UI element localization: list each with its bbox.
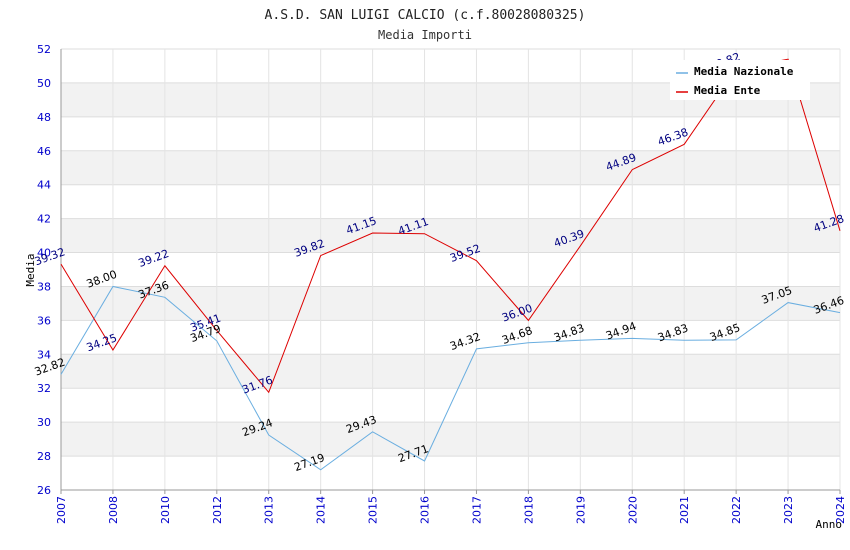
band-38 [61, 252, 840, 287]
x-tick-2013: 2013 [263, 496, 276, 524]
x-tick-2021: 2021 [678, 496, 691, 524]
y-tick-36: 36 [37, 314, 51, 327]
band-46 [61, 116, 840, 151]
band-26 [61, 456, 840, 490]
y-tick-labels: 26 28 30 32 34 36 38 40 42 44 46 48 50 52 [37, 43, 51, 497]
legend-box [670, 60, 810, 100]
chart-title: A.S.D. SAN LUIGI CALCIO (c.f.80028080325… [265, 8, 586, 23]
x-tick-2008: 2008 [107, 496, 120, 524]
legend: Media Nazionale Media Ente [670, 60, 810, 100]
y-tick-38: 38 [37, 280, 51, 293]
x-tick-2014: 2014 [315, 496, 328, 524]
band-28 [61, 422, 840, 457]
y-tick-50: 50 [37, 77, 51, 90]
axes [60, 49, 841, 494]
x-tick-2010: 2010 [159, 496, 172, 524]
y-tick-44: 44 [37, 179, 51, 192]
y-tick-26: 26 [37, 484, 51, 497]
y-tick-42: 42 [37, 213, 51, 226]
series-lines [60, 58, 841, 471]
background-bands [61, 49, 840, 490]
band-42 [61, 184, 840, 219]
y-tick-46: 46 [37, 145, 51, 158]
band-44 [61, 150, 840, 185]
x-tick-2012: 2012 [211, 496, 224, 524]
gridlines [60, 48, 841, 491]
x-tick-2017: 2017 [470, 496, 483, 524]
chart-subtitle: Media Importi [378, 28, 472, 42]
band-32 [61, 354, 840, 389]
x-tick-2015: 2015 [367, 496, 380, 524]
x-tick-2019: 2019 [574, 496, 587, 524]
x-tick-labels: 2007 2008 2010 2012 2013 2014 2015 2016 2017 2018… [55, 496, 847, 524]
legend-label-ente: Media Ente [694, 84, 761, 97]
x-tick-2023: 2023 [782, 496, 795, 524]
x-tick-2018: 2018 [522, 496, 535, 524]
x-tick-2022: 2022 [730, 496, 743, 524]
y-tick-32: 32 [37, 382, 51, 395]
series-line-media-ente [60, 58, 841, 394]
x-tick-2024: 2024 [834, 496, 847, 524]
band-34 [61, 320, 840, 355]
x-tick-2020: 2020 [626, 496, 639, 524]
y-axis-title: Media [24, 253, 37, 286]
x-tick-2016: 2016 [419, 496, 432, 524]
y-tick-28: 28 [37, 450, 51, 463]
legend-label-nazionale: Media Nazionale [694, 65, 794, 78]
band-36 [61, 286, 840, 321]
x-tick-2007: 2007 [55, 496, 68, 524]
y-tick-48: 48 [37, 111, 51, 124]
y-tick-40: 40 [37, 247, 51, 260]
y-tick-52: 52 [37, 43, 51, 56]
series-line-media-nazionale [60, 285, 841, 471]
y-tick-34: 34 [37, 348, 51, 361]
x-axis-title: Anno [816, 518, 843, 531]
y-tick-30: 30 [37, 416, 51, 429]
